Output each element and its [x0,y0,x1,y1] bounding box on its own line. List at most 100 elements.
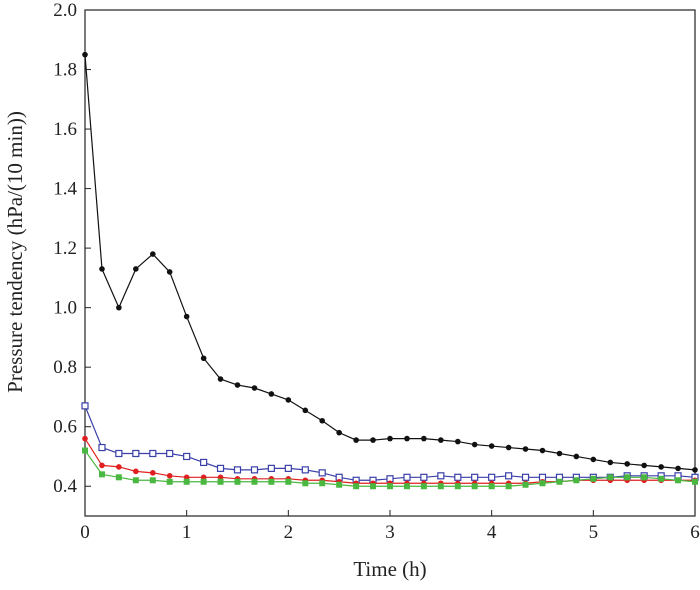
data-point [641,474,648,481]
data-point [658,475,665,482]
series-2 [81,402,699,484]
data-point [133,468,139,475]
data-point [251,478,258,485]
data-point [387,483,393,490]
data-point [150,470,156,476]
series-1 [82,51,698,473]
data-point [183,313,190,320]
data-point [675,465,681,472]
data-point [234,382,241,388]
data-point [166,449,174,458]
data-point [336,481,343,488]
data-point [150,251,156,257]
series-4 [82,447,698,490]
data-point [692,467,698,473]
data-point [505,483,512,490]
data-point [149,477,156,484]
data-point [556,450,563,457]
y-tick-label: 1.4 [53,179,77,200]
data-point [183,474,190,481]
data-point [437,472,445,480]
data-point [268,478,275,485]
data-point [336,429,342,436]
x-axis-title: Time (h) [353,557,426,581]
data-point [521,473,530,481]
data-point [284,464,292,472]
data-point [81,402,89,410]
y-tick-label: 1.6 [53,119,77,140]
data-point [454,483,461,490]
data-point [522,446,529,452]
data-point [99,266,105,272]
data-point [471,441,478,448]
data-point [115,474,122,481]
data-point [353,437,359,443]
data-point [437,483,444,490]
data-point [183,452,191,461]
data-point [200,474,207,481]
data-point [166,473,173,479]
data-point [200,458,208,467]
data-point [318,469,326,477]
data-point [183,478,190,485]
data-point [556,478,563,485]
x-tick-label: 0 [80,522,90,543]
data-point [505,472,513,480]
x-tick-label: 3 [385,522,395,543]
data-point [488,443,495,449]
data-point [133,266,139,272]
data-point [607,474,614,481]
data-point [82,51,88,58]
data-point [420,483,427,490]
data-point [285,397,292,403]
data-point [250,466,259,474]
data-point [421,435,427,442]
data-point [370,483,377,490]
data-point [99,462,105,469]
data-point [370,437,376,443]
data-point [404,435,410,442]
y-tick-label: 2.0 [53,0,77,21]
data-point [216,464,225,472]
data-point [217,376,224,382]
data-point [82,447,88,454]
data-point [675,477,682,484]
data-point [233,466,242,474]
data-point [455,438,461,445]
data-point [387,435,393,442]
x-tick-label: 2 [284,522,294,543]
data-point [166,478,173,485]
data-point [285,478,292,485]
data-point [302,407,309,414]
data-point [98,443,106,452]
data-point [471,483,478,490]
data-point [82,435,88,442]
y-tick-label: 1.8 [53,60,77,81]
data-point [200,478,207,485]
data-point [590,456,597,463]
data-point [115,449,123,458]
data-point [641,462,647,469]
data-point [692,478,698,485]
data-point [403,473,411,481]
y-tick-label: 0.8 [53,357,77,378]
data-point [403,483,410,490]
y-tick-label: 0.6 [53,417,77,438]
data-point [319,417,325,424]
data-point [454,473,462,481]
data-point [251,385,258,391]
data-point [149,449,157,458]
data-point [166,269,173,275]
data-point [319,480,326,487]
x-tick-label: 5 [589,522,599,543]
y-tick-label: 0.4 [53,476,77,497]
data-point [539,447,546,454]
x-tick-label: 4 [487,522,497,543]
data-point [98,471,105,478]
data-point [116,304,122,311]
data-point [267,464,275,472]
data-point [624,461,630,467]
data-point [438,437,444,443]
data-point [522,481,529,488]
